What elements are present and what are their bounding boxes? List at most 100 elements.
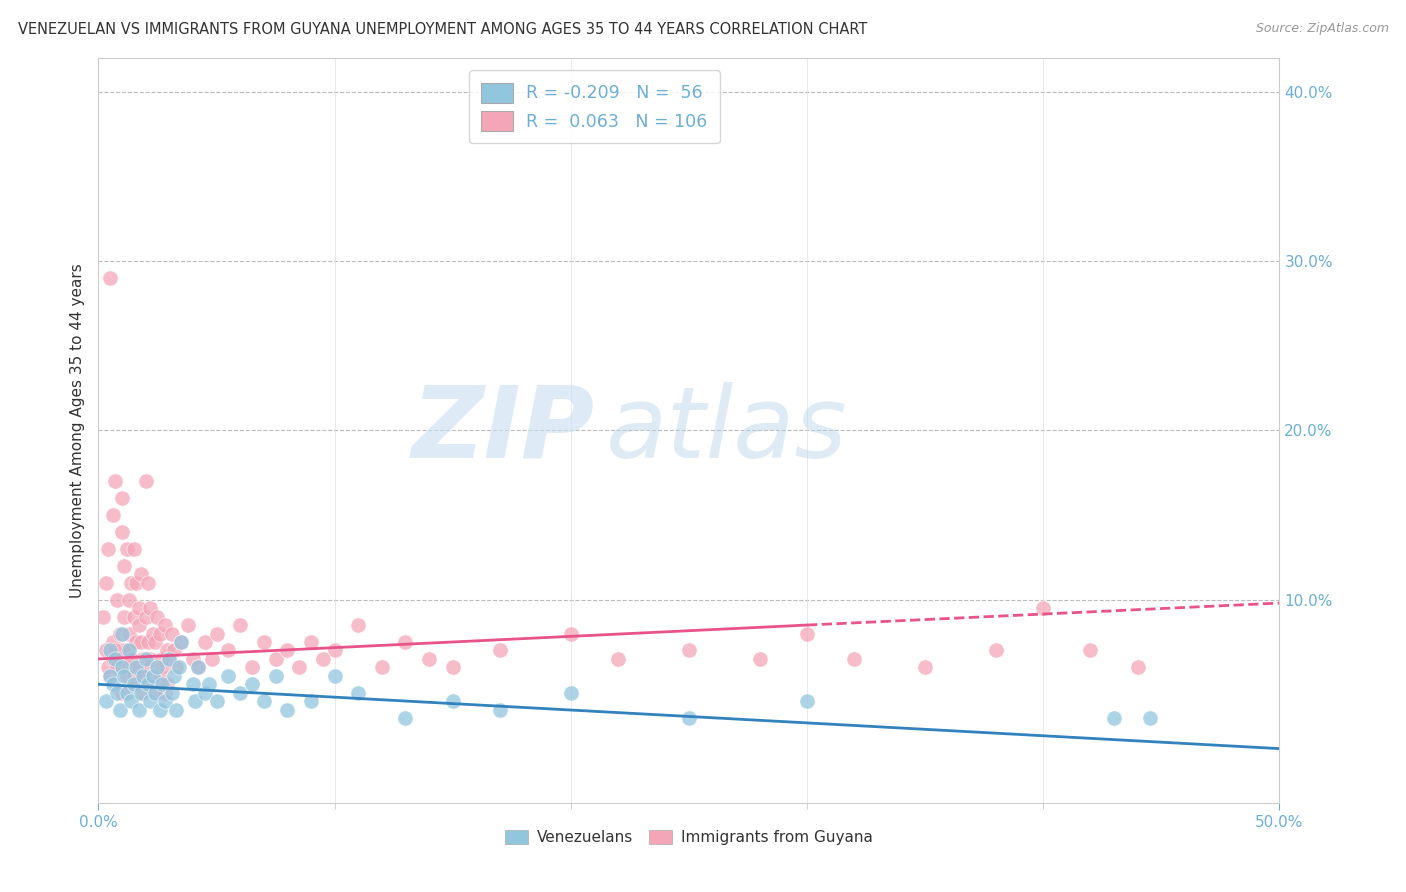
Point <box>128 660 150 674</box>
Point <box>194 686 217 700</box>
Point <box>194 635 217 649</box>
Point <box>118 660 141 674</box>
Point <box>118 626 141 640</box>
Point <box>153 618 176 632</box>
Point <box>264 669 287 683</box>
Point <box>153 686 176 700</box>
Point <box>129 567 152 582</box>
Point <box>94 694 117 708</box>
Point <box>101 635 124 649</box>
Point <box>240 660 263 674</box>
Point <box>125 677 148 691</box>
Point <box>229 618 252 632</box>
Text: ZIP: ZIP <box>412 382 595 479</box>
Point <box>125 575 148 590</box>
Point <box>112 558 135 573</box>
Point <box>129 635 152 649</box>
Point <box>149 669 172 683</box>
Point <box>91 609 114 624</box>
Point <box>323 643 346 657</box>
Point <box>914 660 936 674</box>
Point <box>418 652 440 666</box>
Text: VENEZUELAN VS IMMIGRANTS FROM GUYANA UNEMPLOYMENT AMONG AGES 35 TO 44 YEARS CORR: VENEZUELAN VS IMMIGRANTS FROM GUYANA UNE… <box>18 22 868 37</box>
Point <box>678 643 700 657</box>
Point <box>205 626 228 640</box>
Point <box>150 677 173 691</box>
Point <box>748 652 770 666</box>
Point <box>984 643 1007 657</box>
Point <box>844 652 866 666</box>
Point <box>299 635 322 649</box>
Point <box>441 694 464 708</box>
Text: atlas: atlas <box>606 382 848 479</box>
Point <box>163 669 186 683</box>
Point <box>115 541 138 556</box>
Point <box>150 652 173 666</box>
Point <box>121 575 143 590</box>
Point <box>217 643 239 657</box>
Point <box>101 652 124 666</box>
Point <box>139 660 162 674</box>
Point <box>1126 660 1149 674</box>
Point <box>98 643 121 657</box>
Point <box>143 686 166 700</box>
Point <box>217 669 239 683</box>
Point <box>184 694 207 708</box>
Point <box>394 711 416 725</box>
Point <box>149 703 172 717</box>
Point <box>146 609 169 624</box>
Point <box>132 669 155 683</box>
Point <box>1139 711 1161 725</box>
Point <box>142 669 165 683</box>
Point <box>796 694 818 708</box>
Point <box>205 694 228 708</box>
Point <box>132 652 155 666</box>
Point <box>153 694 176 708</box>
Point <box>135 677 157 691</box>
Point <box>139 652 162 666</box>
Point <box>105 660 128 674</box>
Point <box>276 643 298 657</box>
Point <box>97 660 120 674</box>
Point <box>1032 601 1054 615</box>
Point <box>165 703 187 717</box>
Point <box>489 703 512 717</box>
Point <box>371 660 394 674</box>
Point <box>1102 711 1125 725</box>
Y-axis label: Unemployment Among Ages 35 to 44 years: Unemployment Among Ages 35 to 44 years <box>69 263 84 598</box>
Point <box>146 677 169 691</box>
Point <box>105 686 128 700</box>
Point <box>128 601 150 615</box>
Point <box>139 601 162 615</box>
Point <box>98 669 121 683</box>
Point <box>108 652 131 666</box>
Point <box>104 652 127 666</box>
Point <box>198 677 221 691</box>
Point <box>111 643 134 657</box>
Point <box>150 660 173 674</box>
Point <box>104 474 127 488</box>
Point <box>323 669 346 683</box>
Point <box>135 652 157 666</box>
Point <box>156 643 179 657</box>
Point <box>111 524 134 539</box>
Point <box>94 575 117 590</box>
Point <box>347 686 370 700</box>
Point <box>229 686 252 700</box>
Point <box>157 652 180 666</box>
Point <box>187 660 209 674</box>
Point <box>121 652 143 666</box>
Point <box>135 474 157 488</box>
Point <box>98 271 121 285</box>
Point <box>97 541 120 556</box>
Point <box>122 669 145 683</box>
Point <box>149 626 172 640</box>
Point <box>125 635 148 649</box>
Point <box>163 643 186 657</box>
Point <box>105 592 128 607</box>
Point <box>276 703 298 717</box>
Point <box>132 686 155 700</box>
Point <box>108 703 131 717</box>
Point <box>347 618 370 632</box>
Point <box>264 652 287 666</box>
